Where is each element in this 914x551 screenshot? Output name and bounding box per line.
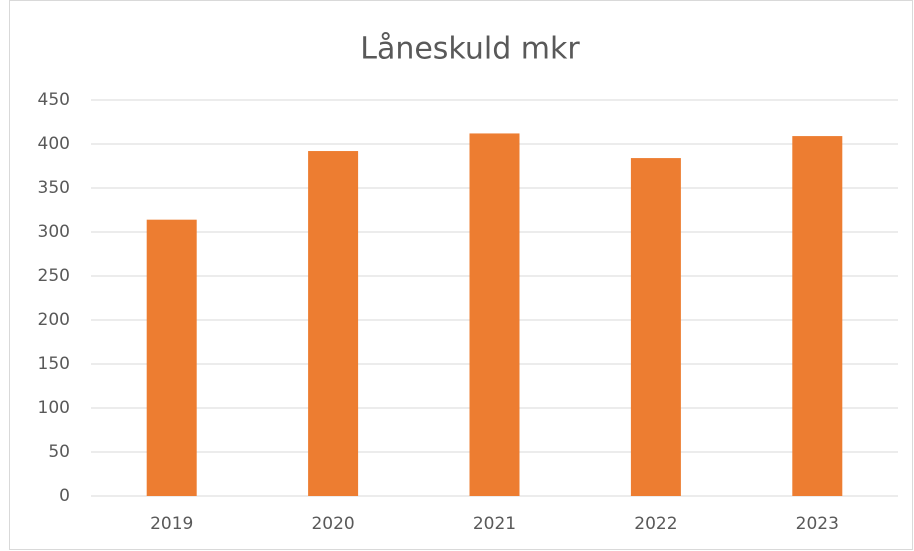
x-tick-label: 2020 [311,514,354,534]
chart-border [9,0,913,550]
y-tick-label: 400 [38,134,70,154]
bar [469,133,520,496]
bar [792,136,843,496]
bar [146,219,197,496]
chart-title: Låneskuld mkr [360,32,580,67]
y-tick-label: 0 [59,486,70,506]
y-tick-label: 50 [48,442,70,462]
y-tick-label: 200 [38,310,70,330]
x-tick-label: 2023 [796,514,839,534]
x-tick-label: 2021 [473,514,516,534]
x-tick-label: 2019 [150,514,193,534]
bar [630,158,681,496]
y-tick-label: 300 [38,222,70,242]
y-tick-label: 250 [38,266,70,286]
y-tick-label: 100 [38,398,70,418]
y-tick-label: 350 [38,178,70,198]
y-tick-label: 450 [38,90,70,110]
x-tick-label: 2022 [634,514,677,534]
y-tick-label: 150 [38,354,70,374]
bar [308,151,359,497]
